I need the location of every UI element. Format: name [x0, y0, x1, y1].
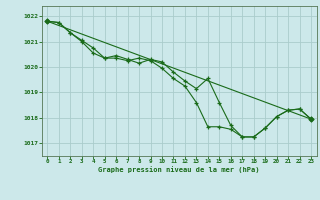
- X-axis label: Graphe pression niveau de la mer (hPa): Graphe pression niveau de la mer (hPa): [99, 167, 260, 173]
